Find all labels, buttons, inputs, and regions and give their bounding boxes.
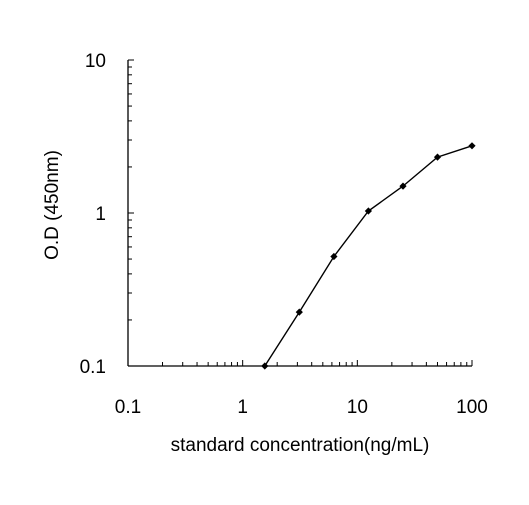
x-tick-label: 1 [237,397,248,418]
data-point [433,153,442,161]
y-tick-label: 10 [85,51,106,72]
x-tick-label: 10 [347,397,368,418]
data-point [295,308,303,316]
x-ticks [127,360,473,366]
data-point [261,362,269,370]
x-tick-label: 0.1 [115,397,141,418]
y-tick-label: 0.1 [80,357,106,378]
data-point [399,182,407,190]
data-point [364,207,372,215]
y-ticks [128,59,134,367]
x-tick-label: 100 [456,397,488,418]
y-tick-label: 1 [95,204,106,225]
series-line [264,145,473,367]
x-axis-title: standard concentration(ng/mL) [171,435,430,456]
series-group [261,142,476,370]
data-point [468,142,476,150]
y-axis-title: O.D (450nm) [42,150,63,260]
x-tick-labels: 0.1 1 10 100 [115,397,488,418]
data-point [330,252,338,261]
y-tick-labels: 0.1 1 10 [80,51,106,378]
plot-area: 0.1 1 10 0.1 1 10 100 [80,51,488,418]
